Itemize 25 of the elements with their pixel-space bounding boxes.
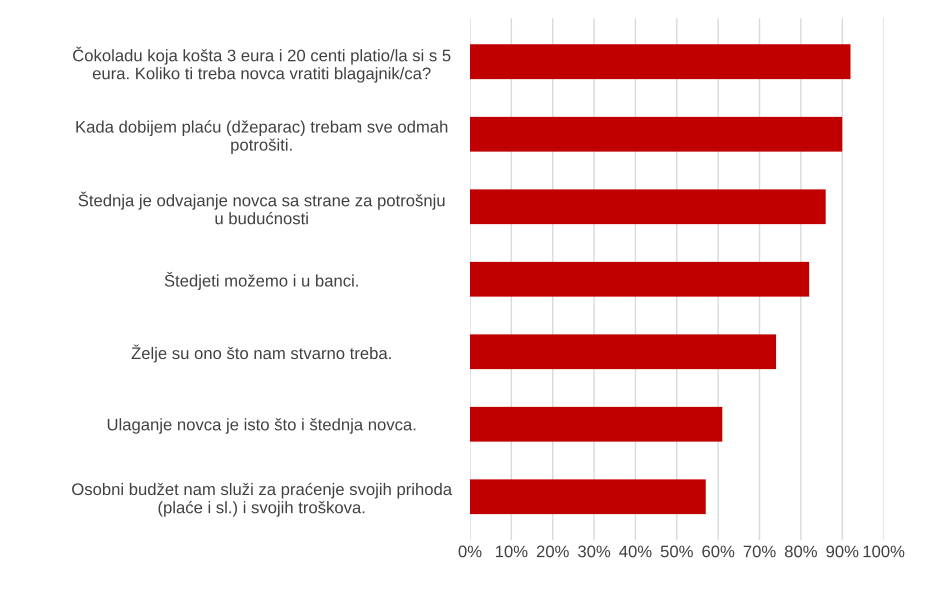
bar <box>470 406 722 442</box>
y-tick-label: Čokoladu koja košta 3 eura i 20 centi platio/la si s 5 eura. Koliko ti treba novca vratiti blagajnik/ca? <box>73 46 450 83</box>
y-tick-label: Kada dobijem plaću (džeparac) trebam sve odmah potrošiti. <box>76 120 448 154</box>
x-tick-label: 10% <box>496 546 528 558</box>
x-tick-label: 40% <box>619 546 652 558</box>
x-tick-label: 70% <box>744 546 776 558</box>
y-tick-label: Ulaganje novca je isto što i štednja novca. <box>108 418 416 434</box>
y-tick-label: Štednja je odvajanje novca sa strane za potrošnju u budućnosti <box>78 192 444 224</box>
y-tick-label: Štedjeti možemo i u banci. <box>164 272 358 290</box>
y-tick-label: Osobni budžet nam služi za praćenje svojih prihoda (plaće i sl.) i svojih troškova. <box>72 482 452 517</box>
y-tick-label: Želje su ono što nam stvarno treba. <box>132 344 391 362</box>
x-tick-label: 0% <box>458 546 482 558</box>
x-tick-label: 60% <box>702 546 734 558</box>
bar <box>470 116 842 152</box>
x-tick-label: 50% <box>660 546 693 558</box>
bar <box>470 262 810 297</box>
x-tick-label: 30% <box>578 546 610 558</box>
x-tick-label: 100% <box>864 546 904 558</box>
bar <box>470 479 706 514</box>
x-tick-label: 20% <box>536 546 569 558</box>
x-tick-label: 80% <box>784 546 817 558</box>
bar <box>470 334 776 370</box>
bar <box>470 189 826 224</box>
bar <box>470 44 851 80</box>
x-tick-label: 90% <box>826 546 858 558</box>
